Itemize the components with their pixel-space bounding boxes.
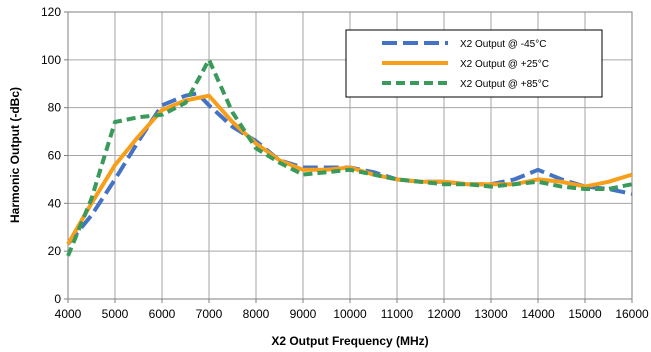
y-tick-label: 120: [41, 5, 61, 19]
x-tick-label: 4000: [55, 307, 82, 321]
y-tick-label: 60: [48, 149, 62, 163]
x-tick-label: 9000: [290, 307, 317, 321]
series-line-2: [66, 93, 633, 246]
axes: 0 20 40 60 80 100 120 4000 5000 6000 7000 8000 9000 1…: [41, 5, 649, 321]
legend-label-2: X2 Output @ +25°C: [460, 59, 549, 70]
legend-label-3: X2 Output @ +85°C: [460, 79, 549, 90]
x-tick-label: 10000: [333, 307, 367, 321]
x-tick-label: 14000: [521, 307, 555, 321]
x-axis-title: X2 Output Frequency (MHz): [271, 334, 428, 348]
series-line-3: [66, 57, 633, 257]
x-tick-label: 13000: [474, 307, 508, 321]
x-tick-label: 16000: [615, 307, 649, 321]
y-tick-label: 0: [54, 292, 61, 306]
legend: X2 Output @ -45°C X2 Output @ +25°C X2 Out…: [345, 29, 603, 98]
x-tick-label: 8000: [243, 307, 270, 321]
x-tick-label: 12000: [427, 307, 461, 321]
y-tick-label: 20: [48, 244, 62, 258]
legend-label-1: X2 Output @ -45°C: [460, 39, 546, 50]
series-lines: [66, 57, 633, 257]
y-axis-title: Harmonic Output (-dBc): [8, 87, 22, 223]
x-tick-label: 5000: [102, 307, 129, 321]
x-tick-label: 15000: [568, 307, 602, 321]
y-tick-label: 40: [48, 196, 62, 210]
x-tick-label: 11000: [381, 307, 414, 321]
y-tick-label: 100: [41, 53, 61, 67]
y-tick-label: 80: [48, 101, 62, 115]
x-tick-label: 6000: [149, 307, 176, 321]
x-tick-label: 7000: [196, 307, 223, 321]
